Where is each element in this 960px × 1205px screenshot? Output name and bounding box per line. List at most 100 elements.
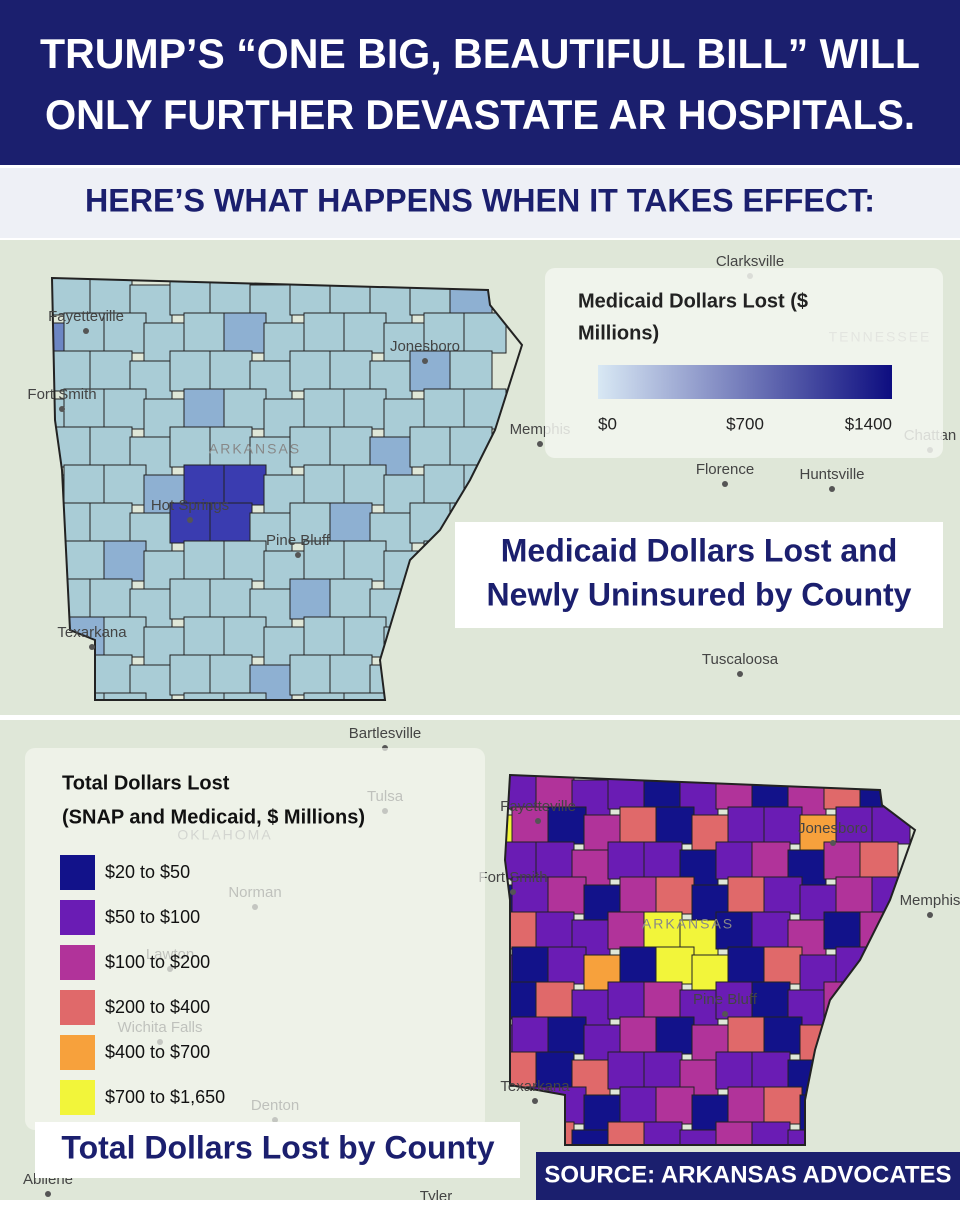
map2-caption-box [35,1122,520,1178]
legend-title: Total Dollars Lost [62,772,230,794]
county [619,1016,659,1055]
city-dot [722,1011,728,1017]
city-label: Fayetteville [48,308,124,325]
county [329,350,373,392]
county [463,312,507,354]
county [169,426,213,468]
state-label: ARKANSAS [642,916,734,932]
county [727,876,767,915]
county [183,616,227,658]
county [449,350,493,392]
city-dot [422,358,428,364]
county [535,1051,575,1090]
county [183,692,227,700]
county [643,981,683,1020]
county [183,388,227,430]
county [655,806,695,845]
county [423,312,467,354]
county [715,1051,755,1090]
county [763,806,803,845]
county [751,1051,791,1090]
county [655,946,695,985]
county [209,578,253,620]
county [535,981,575,1020]
legend-label: $50 to $100 [105,907,200,927]
county [329,654,373,696]
legend-swatch [60,990,95,1025]
city-dot [830,840,836,846]
legend-swatch [60,1080,95,1115]
header-band [0,0,960,165]
county [763,876,803,915]
county [329,426,373,468]
county [89,654,133,696]
city-dot [45,1191,51,1197]
county [383,398,427,440]
county [169,350,213,392]
city-label: Bartlesville [349,725,422,742]
legend-swatch [60,900,95,935]
county [655,876,695,915]
county [343,464,387,506]
city-label: Jonesboro [390,338,460,355]
county [303,464,347,506]
city-dot [295,552,301,558]
legend-swatch [60,945,95,980]
city-dot [59,406,65,412]
county [751,981,791,1020]
legend-label: $400 to $700 [105,1042,210,1062]
city-label: Fayetteville [500,798,576,815]
county [535,841,575,880]
legend-label: $700 to $1,650 [105,1087,225,1107]
county [289,578,333,620]
county [303,692,347,700]
city-dot [83,328,89,334]
city-dot [927,912,933,918]
city-label: Tyler [420,1188,453,1200]
county [607,981,647,1020]
county [183,312,227,354]
county [209,350,253,392]
county [547,946,587,985]
county [763,946,803,985]
county [511,806,551,845]
county [223,616,267,658]
map1-legend-box [545,268,943,458]
county [223,312,267,354]
county [303,616,347,658]
county [303,540,347,582]
city-dot [532,1098,538,1104]
map2-caption: Total Dollars Lost by County [61,1129,494,1165]
county [343,388,387,430]
legend-title: (SNAP and Medicaid, $ Millions) [62,806,365,828]
state-label: ARKANSAS [209,441,301,457]
county [823,841,863,880]
county [607,1051,647,1090]
county [715,911,755,950]
legend-label: $200 to $400 [105,997,210,1017]
county [169,654,213,696]
county [89,502,133,544]
county [423,388,467,430]
city-label: Texarkana [500,1078,570,1095]
county [727,806,767,845]
county [103,464,147,506]
subheadline: HERE’S WHAT HAPPENS WHEN IT TAKES EFFECT… [85,182,875,218]
city-label: Texarkana [57,624,127,641]
county [343,692,387,700]
county [643,911,683,950]
county [835,876,875,915]
legend-gradient [598,365,892,399]
county [727,1086,767,1125]
county [727,946,767,985]
county [409,350,453,392]
city-dot [829,486,835,492]
city-dot [535,818,541,824]
legend-tick: $1400 [845,414,892,433]
county [143,398,187,440]
county [823,911,863,950]
county [655,1016,695,1055]
county [727,1016,767,1055]
county [619,806,659,845]
